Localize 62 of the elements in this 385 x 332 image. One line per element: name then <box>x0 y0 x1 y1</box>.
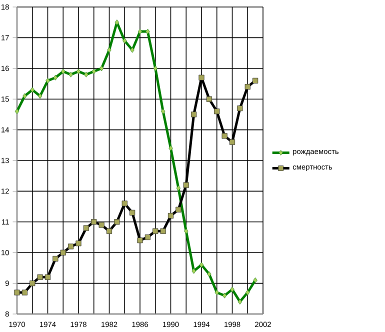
point <box>68 72 73 78</box>
point <box>214 108 220 114</box>
point <box>206 96 212 102</box>
point <box>106 228 112 234</box>
point <box>68 244 74 250</box>
point <box>46 78 50 84</box>
point <box>207 271 212 277</box>
point <box>230 286 234 292</box>
point <box>76 240 82 246</box>
point <box>76 68 81 74</box>
point <box>192 268 196 274</box>
point <box>214 290 220 296</box>
point <box>222 133 228 139</box>
point <box>84 72 88 78</box>
point <box>152 228 158 234</box>
point <box>44 274 51 280</box>
point <box>99 66 104 72</box>
point <box>138 28 142 34</box>
point <box>183 182 189 188</box>
point <box>38 93 42 99</box>
point <box>184 228 188 234</box>
point <box>130 210 136 216</box>
point <box>53 74 58 80</box>
point <box>130 47 134 53</box>
point <box>137 238 143 244</box>
point <box>146 28 150 34</box>
point <box>30 280 36 286</box>
point <box>191 112 197 118</box>
point <box>199 262 204 268</box>
point <box>14 290 20 296</box>
point <box>160 228 166 234</box>
point <box>237 106 243 112</box>
point <box>252 78 258 84</box>
point <box>168 212 174 219</box>
point <box>92 68 96 74</box>
point <box>22 93 27 99</box>
point <box>122 200 128 206</box>
point <box>83 225 89 231</box>
point <box>160 108 166 114</box>
point <box>60 68 66 74</box>
point <box>114 20 120 26</box>
point <box>30 87 35 93</box>
point <box>22 290 28 296</box>
point <box>222 292 227 298</box>
point <box>198 74 204 80</box>
point <box>144 234 150 240</box>
point <box>52 256 58 262</box>
point <box>176 185 181 191</box>
point <box>114 219 120 225</box>
point <box>107 47 112 53</box>
point <box>122 38 127 44</box>
point <box>98 222 104 228</box>
point <box>60 250 66 256</box>
point <box>229 139 236 145</box>
point <box>91 219 97 225</box>
point <box>244 84 250 90</box>
point <box>238 298 242 305</box>
point <box>37 274 43 280</box>
point <box>176 206 182 212</box>
point <box>245 290 250 296</box>
point <box>14 108 20 114</box>
point <box>153 66 158 72</box>
